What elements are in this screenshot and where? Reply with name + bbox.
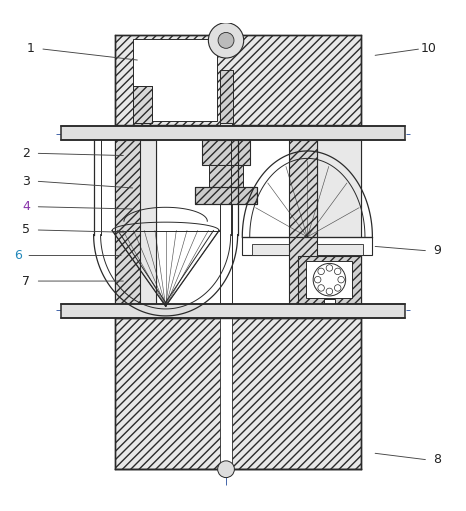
Bar xyxy=(133,86,152,123)
Circle shape xyxy=(208,22,244,58)
Bar xyxy=(61,304,405,318)
Bar xyxy=(220,123,232,141)
Text: 9: 9 xyxy=(433,244,441,258)
Text: 1: 1 xyxy=(27,42,35,55)
Circle shape xyxy=(326,265,333,271)
Bar xyxy=(195,187,257,204)
Bar xyxy=(289,141,316,304)
Bar xyxy=(202,141,250,165)
Circle shape xyxy=(335,268,341,274)
Bar xyxy=(324,299,335,318)
Circle shape xyxy=(326,288,333,295)
Bar xyxy=(133,86,152,123)
Circle shape xyxy=(218,461,234,478)
Bar xyxy=(115,141,140,304)
Text: 8: 8 xyxy=(433,453,441,467)
Bar xyxy=(316,141,361,304)
Bar xyxy=(195,187,257,204)
Text: 10: 10 xyxy=(420,42,436,55)
Circle shape xyxy=(318,268,324,274)
Text: 5: 5 xyxy=(22,223,30,237)
Text: 4: 4 xyxy=(22,200,30,213)
Text: 2: 2 xyxy=(22,147,30,160)
Text: 6: 6 xyxy=(14,249,22,262)
Bar xyxy=(298,256,361,304)
Text: 3: 3 xyxy=(22,175,30,188)
Bar xyxy=(133,39,217,121)
Circle shape xyxy=(218,32,234,49)
Bar xyxy=(220,141,232,304)
Bar xyxy=(115,318,361,469)
Bar xyxy=(220,318,232,469)
Circle shape xyxy=(338,276,344,283)
Bar xyxy=(115,141,156,304)
Bar xyxy=(252,244,363,254)
Bar xyxy=(115,35,361,125)
Bar xyxy=(307,261,352,298)
Bar xyxy=(209,165,243,187)
Circle shape xyxy=(335,285,341,291)
Circle shape xyxy=(318,285,324,291)
Bar xyxy=(316,141,361,304)
Bar xyxy=(115,141,156,304)
Circle shape xyxy=(315,276,321,283)
Circle shape xyxy=(313,263,346,296)
Bar xyxy=(220,123,232,141)
Text: 7: 7 xyxy=(22,274,30,288)
Bar xyxy=(242,237,372,254)
Bar xyxy=(219,69,233,125)
Bar xyxy=(61,126,405,141)
